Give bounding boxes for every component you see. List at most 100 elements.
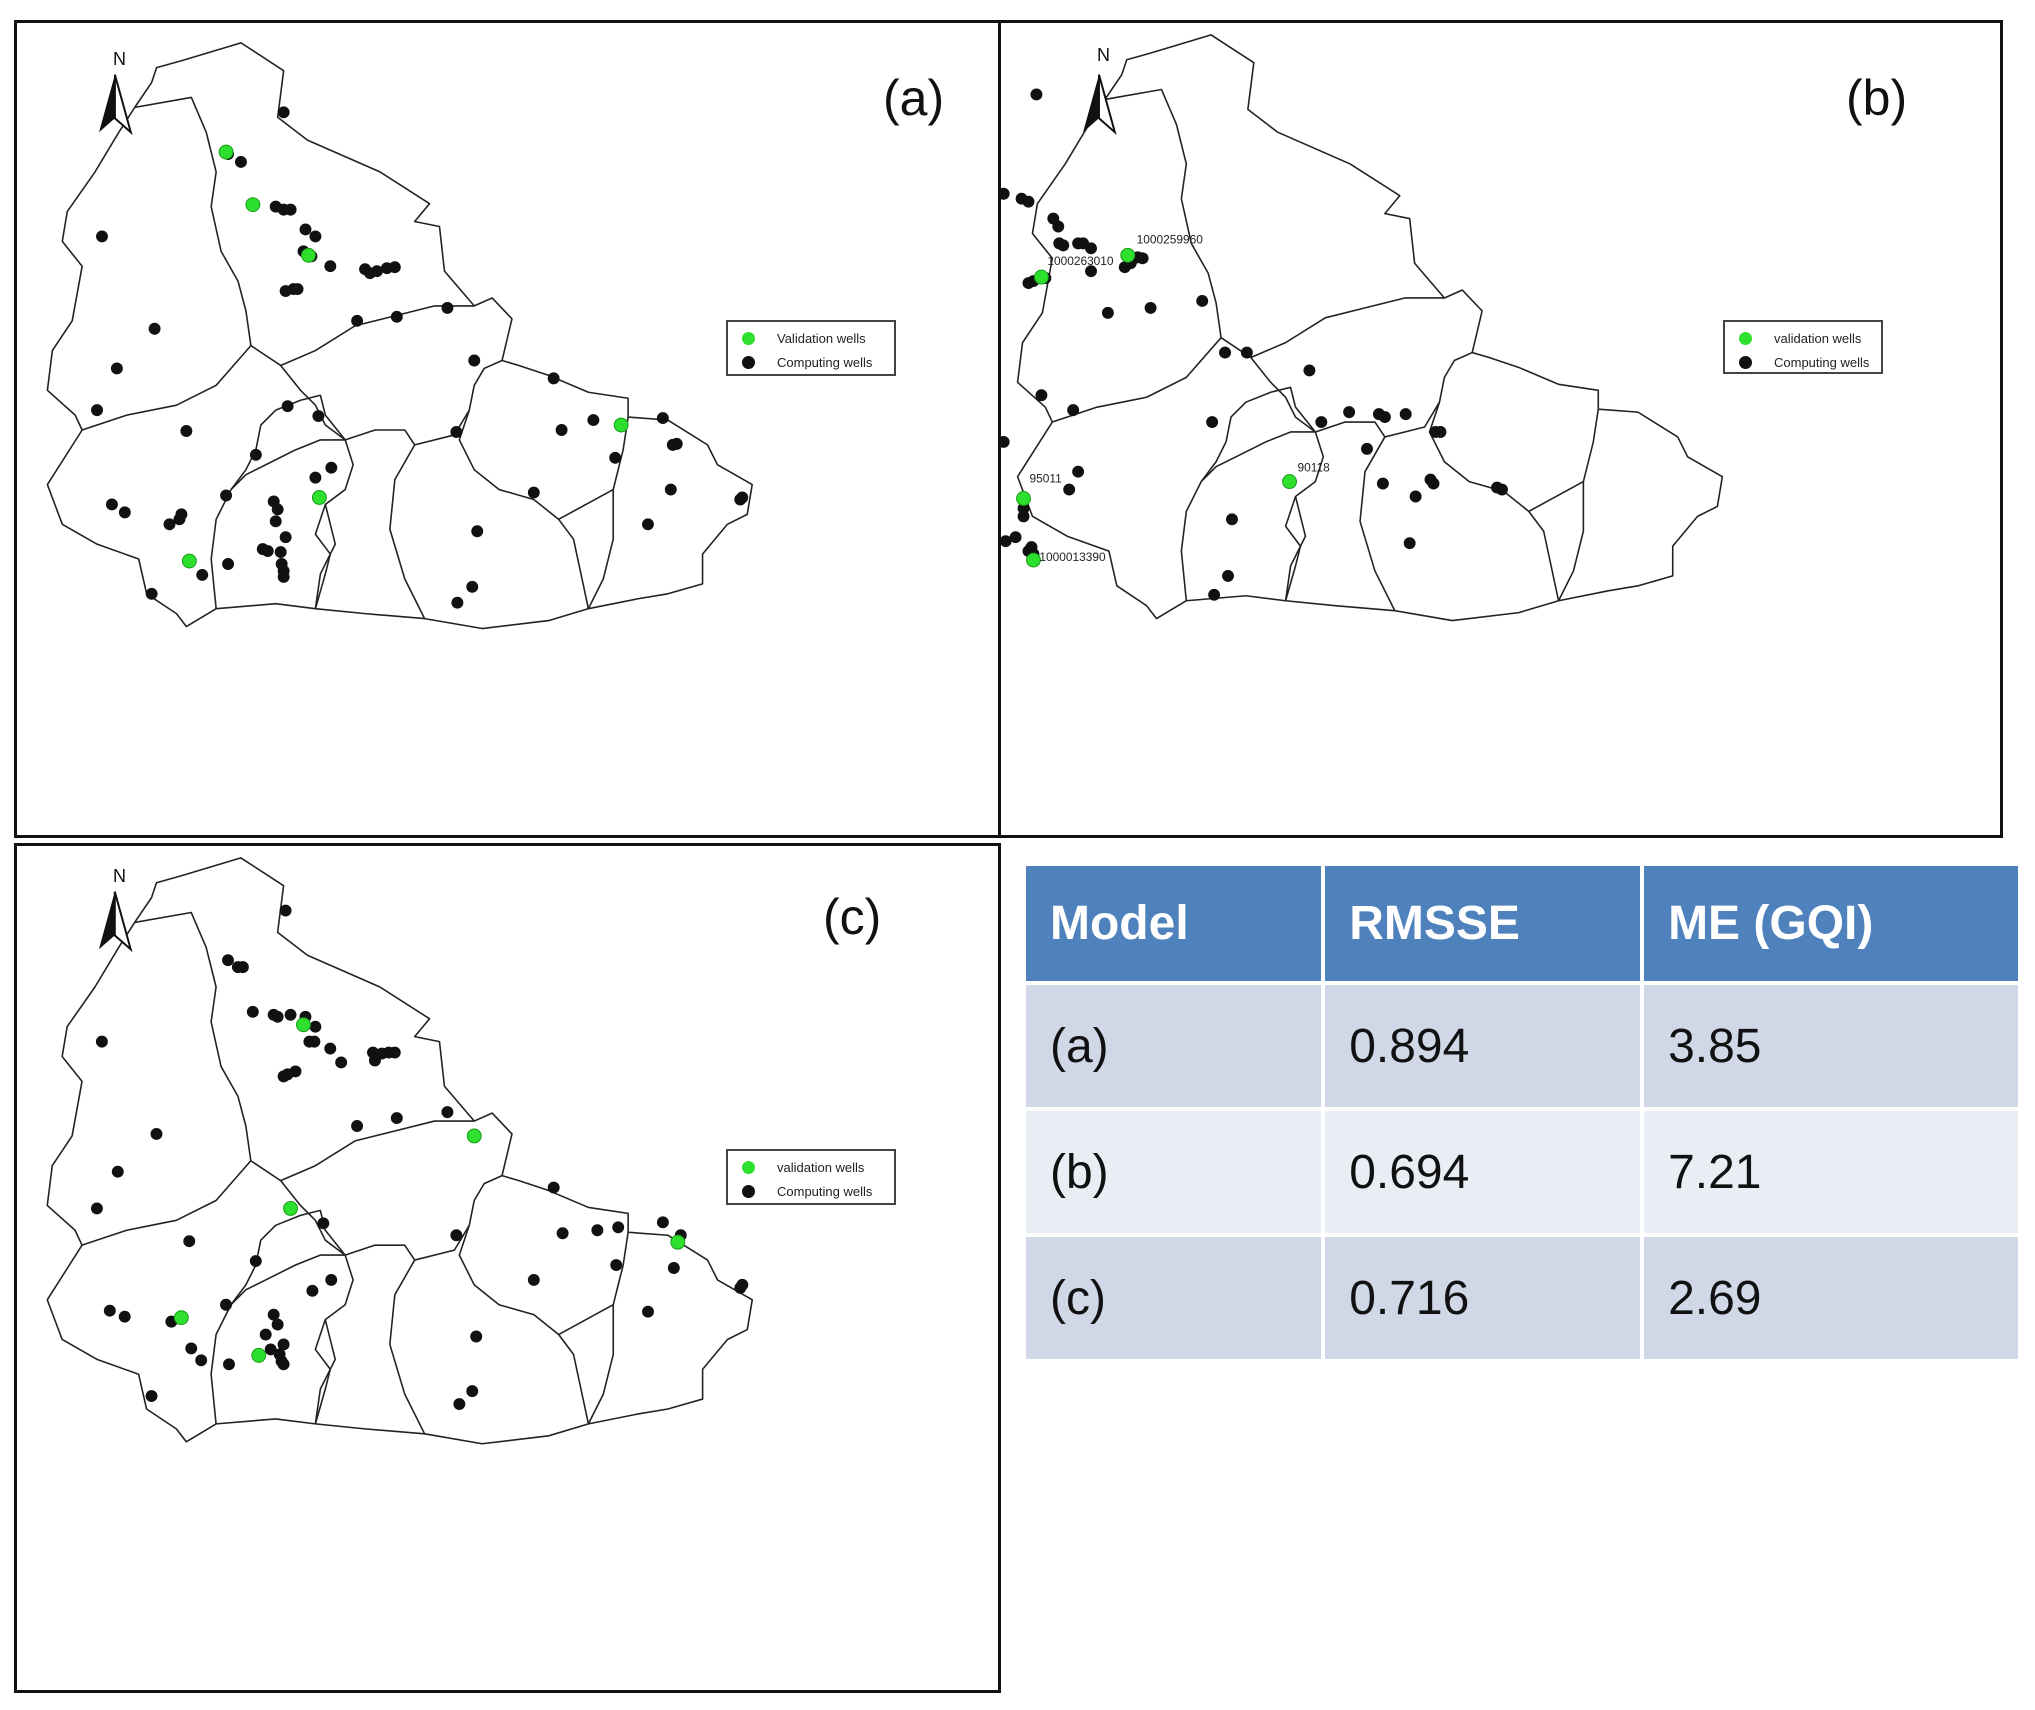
computing-well xyxy=(259,1328,272,1341)
basin-map-a xyxy=(46,42,753,630)
map-panel-c: N (c) validation wells Computing wells xyxy=(14,843,1001,1693)
cell-model: (b) xyxy=(1026,1111,1322,1233)
computing-well-icon xyxy=(1739,355,1752,369)
computing-well xyxy=(1067,404,1080,417)
computing-well xyxy=(1118,261,1131,274)
computing-well xyxy=(736,1278,749,1291)
computing-well xyxy=(547,372,560,385)
computing-well xyxy=(1206,416,1219,429)
computing-well xyxy=(1085,265,1097,278)
computing-well xyxy=(269,515,282,528)
sub-basin-boundary xyxy=(458,359,590,609)
computing-well xyxy=(236,961,249,974)
computing-well xyxy=(736,491,749,504)
computing-well xyxy=(468,354,481,367)
computing-well xyxy=(1208,588,1221,601)
computing-well xyxy=(163,518,176,531)
computing-well xyxy=(1022,195,1035,208)
cell-me: 7.21 xyxy=(1644,1111,2018,1233)
computing-well xyxy=(609,451,622,464)
computing-well xyxy=(183,1235,196,1248)
computing-well xyxy=(1136,252,1149,265)
computing-well xyxy=(271,503,284,516)
legend-computing: Computing wells xyxy=(1774,354,1870,370)
computing-well xyxy=(196,568,209,581)
header-model: Model xyxy=(1026,866,1322,981)
computing-well xyxy=(324,260,337,273)
cell-me: 3.85 xyxy=(1644,985,2018,1107)
sub-basin-boundary xyxy=(414,1224,470,1261)
basin-outline xyxy=(46,42,753,630)
computing-well xyxy=(453,1398,466,1410)
computing-well xyxy=(612,1221,625,1234)
computing-well xyxy=(466,1385,479,1398)
computing-well xyxy=(118,1310,131,1323)
computing-well xyxy=(1222,569,1234,582)
legend-validation: validation wells xyxy=(777,1159,865,1175)
computing-well xyxy=(306,1284,319,1297)
computing-well xyxy=(1030,88,1043,101)
computing-well xyxy=(312,410,325,423)
computing-well xyxy=(610,1259,623,1271)
results-table: Model RMSSE ME (GQI) (a) 0.894 3.85 (b) … xyxy=(1022,862,2022,1363)
computing-well-icon xyxy=(742,1184,755,1198)
validation-well xyxy=(1120,247,1136,263)
legend-computing: Computing wells xyxy=(777,1183,873,1199)
sub-basin-boundary xyxy=(558,1232,629,1336)
north-label: N xyxy=(113,49,126,69)
computing-well xyxy=(1226,513,1238,526)
sub-basin-boundary xyxy=(230,394,346,491)
computing-well xyxy=(284,203,297,216)
computing-well xyxy=(1427,477,1440,490)
validation-well xyxy=(466,1128,482,1144)
basin-map-b: 1000259960100026301016599195011100001339… xyxy=(1001,34,1724,622)
header-me: ME (GQI) xyxy=(1644,866,2018,981)
validation-well xyxy=(670,1234,686,1250)
computing-well xyxy=(1403,537,1416,550)
computing-well xyxy=(1409,490,1422,503)
validation-well xyxy=(1033,269,1049,285)
sub-basin-boundary xyxy=(81,345,252,431)
computing-well xyxy=(1144,301,1157,314)
sub-basin-boundary xyxy=(1180,431,1325,601)
validation-well xyxy=(218,144,234,160)
computing-well xyxy=(1196,294,1209,307)
sub-basin-boundary xyxy=(1384,401,1441,438)
map-legend: validation wells Computing wells xyxy=(1723,320,1883,374)
basin-outline xyxy=(1016,34,1724,622)
computing-well xyxy=(1085,242,1097,255)
sub-basin-boundary xyxy=(1200,386,1316,483)
sub-basin-boundary xyxy=(280,364,346,441)
table-row: (a) 0.894 3.85 xyxy=(1026,985,2018,1107)
computing-well xyxy=(249,1255,262,1268)
cell-me: 2.69 xyxy=(1644,1237,2018,1359)
computing-well xyxy=(261,545,274,558)
computing-well xyxy=(324,1042,337,1055)
validation-well-icon xyxy=(742,1160,755,1174)
computing-well xyxy=(145,587,158,600)
sub-basin-boundary xyxy=(314,504,337,609)
computing-well xyxy=(441,1106,454,1119)
north-label: N xyxy=(1097,45,1110,65)
sub-basin-boundary xyxy=(344,429,426,619)
computing-well xyxy=(1053,237,1066,250)
computing-well xyxy=(1315,416,1328,429)
table-header-row: Model RMSSE ME (GQI) xyxy=(1026,866,2018,981)
computing-well xyxy=(1101,306,1114,319)
sub-basin-boundary xyxy=(314,1319,337,1425)
computing-well xyxy=(1063,483,1076,496)
computing-well xyxy=(91,404,103,417)
computing-well xyxy=(1017,510,1030,523)
computing-well xyxy=(1072,465,1085,478)
computing-well xyxy=(656,412,669,425)
basin-map-c xyxy=(46,857,754,1445)
computing-well xyxy=(96,230,108,243)
computing-well xyxy=(441,301,454,314)
computing-well xyxy=(335,1056,348,1069)
legend-validation: validation wells xyxy=(1774,330,1862,346)
computing-well xyxy=(388,261,401,274)
computing-well xyxy=(527,486,540,499)
header-rmsse: RMSSE xyxy=(1325,866,1641,981)
computing-well xyxy=(1001,435,1010,448)
well-id-label: 95011 xyxy=(1029,472,1062,486)
